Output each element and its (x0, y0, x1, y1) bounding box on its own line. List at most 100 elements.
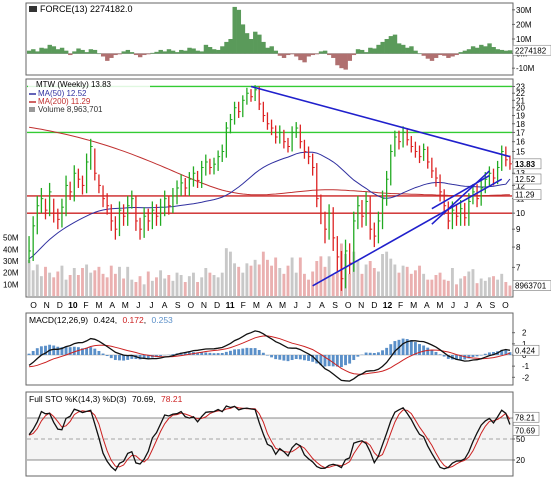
volume-bar (93, 270, 96, 296)
x-axis-label: 12 (383, 300, 393, 310)
force-area-segment (113, 54, 117, 55)
force-area-segment (138, 54, 142, 58)
macd-histogram-bar (278, 355, 281, 360)
force-area-segment (315, 54, 319, 55)
macd-histogram-bar (52, 346, 55, 355)
x-axis-label: J (136, 300, 140, 310)
x-axis-label: M (122, 300, 129, 310)
price-last-value-label: 11.29 (515, 191, 535, 200)
volume-bar (414, 270, 417, 296)
price-tick-label: 9 (516, 225, 521, 234)
volume-bar (139, 276, 142, 296)
force-area-segment (171, 51, 175, 54)
volume-bar (299, 258, 302, 297)
volume-bar (97, 267, 100, 296)
force-area-segment (500, 50, 504, 54)
macd-histogram-bar (377, 352, 380, 355)
force-area-segment (43, 48, 47, 53)
stochastic-label-k: 70.69 (132, 394, 154, 404)
macd-histogram-bar (365, 353, 368, 355)
force-area-segment (294, 54, 298, 57)
force-area-segment (446, 54, 450, 58)
volume-bar (426, 280, 429, 296)
volume-legend-label: Volume 8,963,701 (38, 105, 103, 114)
volume-bar (287, 266, 290, 296)
volume-bar (459, 279, 462, 297)
macd-histogram-bar (221, 353, 224, 355)
force-area-segment (35, 51, 39, 53)
volume-bar (204, 268, 207, 296)
x-axis-label: M (279, 300, 286, 310)
x-axis-label: 11 (226, 300, 235, 310)
force-area-segment (200, 51, 204, 53)
volume-bar (258, 265, 261, 297)
x-axis-label: 10 (68, 300, 78, 310)
volume-bar (147, 272, 150, 297)
volume-bar (369, 261, 372, 296)
volume-bar (311, 272, 314, 297)
force-last-value-label: 2274182 (515, 46, 547, 55)
volume-bar (463, 276, 466, 296)
force-area-segment (187, 48, 191, 54)
force-area-segment (179, 50, 183, 54)
x-axis-label: D (57, 300, 63, 310)
force-area-segment (306, 54, 310, 57)
force-tick-label: 10M (516, 35, 532, 44)
x-axis-label: D (371, 300, 377, 310)
macd-histogram-bar (237, 349, 240, 355)
force-area-segment (142, 54, 146, 55)
force-area-segment (426, 54, 430, 59)
volume-bar (389, 259, 392, 296)
volume-bar (365, 265, 368, 297)
macd-histogram-bar (110, 355, 113, 358)
force-area-segment (228, 39, 232, 54)
macd-histogram-bar (443, 355, 446, 357)
volume-bar (315, 261, 318, 296)
volume-bar (336, 273, 339, 296)
volume-bar (159, 270, 162, 296)
force-area-segment (278, 54, 282, 56)
force-area-segment (302, 54, 306, 63)
volume-tick-label: 20M (3, 269, 19, 278)
force-area-segment (270, 46, 274, 53)
volume-bar (455, 284, 458, 296)
volume-bar (398, 273, 401, 296)
volume-bar (492, 276, 495, 296)
price-legend-title: MTW (Weekly) 13.83 (36, 80, 112, 89)
volume-tick-label: 10M (3, 280, 19, 289)
force-area-segment (117, 54, 121, 55)
volume-bar (155, 277, 158, 296)
volume-bar (484, 281, 487, 296)
force-area-segment (134, 54, 138, 55)
x-axis-label: F (83, 300, 88, 310)
force-tick-label: -10M (516, 64, 535, 73)
volume-bar (241, 273, 244, 296)
force-area-segment (459, 52, 463, 53)
x-axis-label: F (241, 300, 246, 310)
macd-histogram-bar (245, 348, 248, 355)
volume-bar (385, 252, 388, 296)
macd-histogram-bar (488, 352, 491, 355)
volume-bar (69, 275, 72, 296)
force-area-segment (191, 48, 195, 53)
volume-bar (106, 277, 109, 296)
macd-histogram-bar (340, 355, 343, 367)
volume-bar (56, 272, 59, 297)
force-area-segment (261, 42, 265, 54)
macd-histogram-bar (344, 355, 347, 365)
macd-histogram-bar (102, 354, 105, 355)
x-axis-label: A (162, 300, 168, 310)
volume-bar (184, 282, 187, 296)
macd-histogram-bar (204, 352, 207, 355)
volume-bar (171, 281, 174, 296)
volume-bar (393, 265, 396, 297)
force-area-segment (438, 54, 442, 55)
volume-bar (447, 281, 450, 296)
x-axis-label: N (201, 300, 207, 310)
volume-legend-swatch (29, 107, 35, 112)
force-area-segment (56, 49, 60, 53)
macd-label: MACD(12,26,9) 0.424, 0.172, 0.253 (29, 315, 173, 325)
macd-last-value-label: 0.424 (515, 346, 536, 355)
force-area-segment (483, 46, 487, 53)
volume-bar (110, 266, 113, 296)
